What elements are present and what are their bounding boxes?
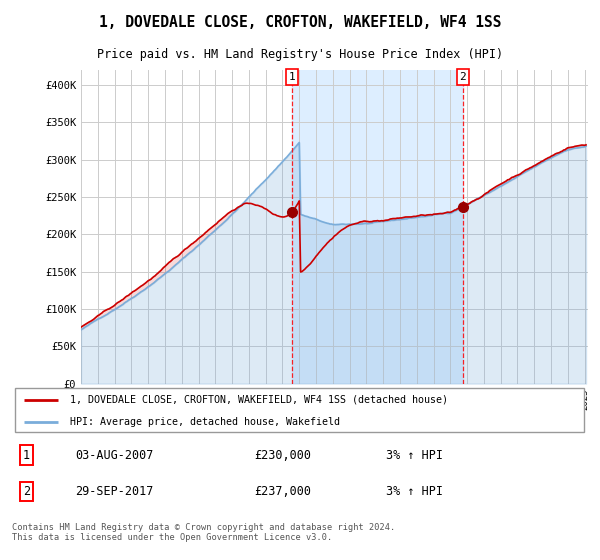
Text: Contains HM Land Registry data © Crown copyright and database right 2024.
This d: Contains HM Land Registry data © Crown c… xyxy=(12,523,395,542)
FancyBboxPatch shape xyxy=(15,388,584,432)
Text: 3% ↑ HPI: 3% ↑ HPI xyxy=(386,485,443,498)
Text: 1, DOVEDALE CLOSE, CROFTON, WAKEFIELD, WF4 1SS: 1, DOVEDALE CLOSE, CROFTON, WAKEFIELD, W… xyxy=(99,15,501,30)
Text: 1: 1 xyxy=(23,449,30,462)
Text: 03-AUG-2007: 03-AUG-2007 xyxy=(76,449,154,462)
Text: Price paid vs. HM Land Registry's House Price Index (HPI): Price paid vs. HM Land Registry's House … xyxy=(97,48,503,60)
Text: 1: 1 xyxy=(289,72,296,82)
Text: 2: 2 xyxy=(460,72,466,82)
Text: 29-SEP-2017: 29-SEP-2017 xyxy=(76,485,154,498)
Text: HPI: Average price, detached house, Wakefield: HPI: Average price, detached house, Wake… xyxy=(70,417,340,427)
Text: £230,000: £230,000 xyxy=(254,449,311,462)
Text: 2: 2 xyxy=(23,485,30,498)
Bar xyxy=(292,70,463,384)
Text: £237,000: £237,000 xyxy=(254,485,311,498)
Text: 1, DOVEDALE CLOSE, CROFTON, WAKEFIELD, WF4 1SS (detached house): 1, DOVEDALE CLOSE, CROFTON, WAKEFIELD, W… xyxy=(70,395,448,405)
Text: 3% ↑ HPI: 3% ↑ HPI xyxy=(386,449,443,462)
